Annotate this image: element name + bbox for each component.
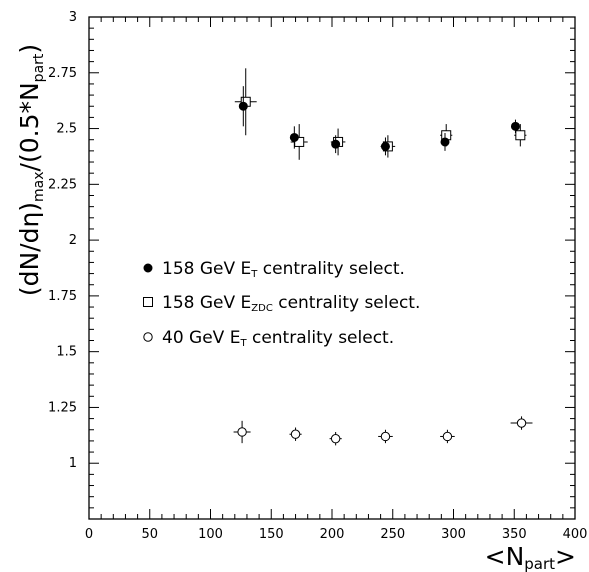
- x-tick-label: 250: [380, 527, 405, 542]
- legend-label: 40 GeV ET centrality select.: [162, 328, 394, 349]
- data-point-filled-circle: [510, 121, 520, 131]
- series-open-circle: [233, 416, 533, 446]
- y-axis-title-sub2: part: [31, 53, 47, 82]
- data-point-open-circle: [290, 429, 301, 439]
- x-axis-title-sub: part: [524, 555, 555, 572]
- data-point-open-circle: [330, 433, 341, 444]
- y-tick-label: 2: [69, 233, 77, 248]
- y-axis-title-part2: /(0.5*N: [15, 82, 44, 171]
- legend-label-subscript: T: [250, 269, 258, 280]
- x-tick-label: 300: [441, 527, 466, 542]
- data-markers: [233, 68, 533, 446]
- legend-label-text: 40 GeV E: [162, 328, 240, 348]
- x-tick-label: 350: [502, 527, 527, 542]
- legend-label-text: centrality select.: [257, 259, 405, 279]
- x-axis-tick-labels: 0 50 100 150 200 250 300 350 400: [85, 527, 588, 542]
- legend-label-subscript: ZDC: [251, 303, 273, 314]
- y-tick-label: 1.25: [48, 400, 77, 415]
- y-axis-title: (dN/dη)max/(0.5*Npart): [15, 44, 47, 296]
- y-tick-label: 2.5: [56, 122, 77, 137]
- y-axis-title-part1: (dN/dη): [15, 202, 44, 296]
- legend-label: 158 GeV EZDC centrality select.: [162, 293, 420, 314]
- x-axis-ticks: [88, 17, 576, 519]
- x-tick-label: 150: [259, 527, 284, 542]
- y-axis-ticks: [89, 16, 575, 520]
- data-point-open-circle: [442, 431, 453, 442]
- data-point-open-square: [515, 130, 526, 141]
- y-axis-tick-labels: 1 1.25 1.5 1.75 2 2.25 2.5 2.75 3: [48, 10, 77, 471]
- y-tick-label: 2.75: [48, 66, 77, 81]
- legend-marker-filled-circle: [143, 263, 153, 273]
- x-tick-label: 0: [85, 527, 93, 542]
- y-tick-label: 1.5: [56, 345, 77, 360]
- legend-label-text: 158 GeV E: [162, 293, 251, 313]
- y-tick-label: 1.75: [48, 289, 77, 304]
- x-tick-label: 100: [198, 527, 223, 542]
- y-tick-label: 3: [69, 10, 77, 25]
- legend-label: 158 GeV ET centrality select.: [162, 259, 405, 280]
- x-axis-title-pre: <N: [485, 542, 525, 571]
- legend-label-text: 158 GeV E: [162, 259, 251, 279]
- x-axis-title: <Npart>: [485, 542, 576, 572]
- y-tick-label: 1: [69, 456, 77, 471]
- data-point-open-circle: [380, 431, 391, 442]
- x-tick-label: 50: [141, 527, 158, 542]
- legend-label-text: centrality select.: [273, 293, 421, 313]
- x-tick-label: 200: [320, 527, 345, 542]
- data-point-filled-circle: [331, 139, 341, 149]
- data-point-filled-circle: [289, 132, 299, 142]
- legend-label-text: centrality select.: [247, 328, 395, 348]
- data-point-open-circle: [516, 418, 527, 428]
- y-axis-title-sub1: max: [31, 171, 47, 202]
- data-point-filled-circle: [238, 101, 248, 111]
- legend-marker-open-circle: [143, 332, 153, 342]
- legend: 158 GeV ET centrality select.158 GeV EZD…: [143, 259, 420, 349]
- data-point-filled-circle: [380, 141, 390, 151]
- y-tick-label: 2.25: [48, 177, 77, 192]
- legend-label-subscript: T: [239, 338, 247, 349]
- data-point-open-circle: [237, 427, 247, 437]
- series-filled-circle: [238, 86, 520, 156]
- x-tick-label: 400: [563, 527, 588, 542]
- y-axis-title-part3: ): [15, 44, 44, 54]
- series-open-square: [234, 68, 527, 160]
- legend-marker-open-square: [143, 297, 153, 307]
- data-point-filled-circle: [440, 137, 450, 147]
- x-axis-title-post: >: [555, 542, 576, 571]
